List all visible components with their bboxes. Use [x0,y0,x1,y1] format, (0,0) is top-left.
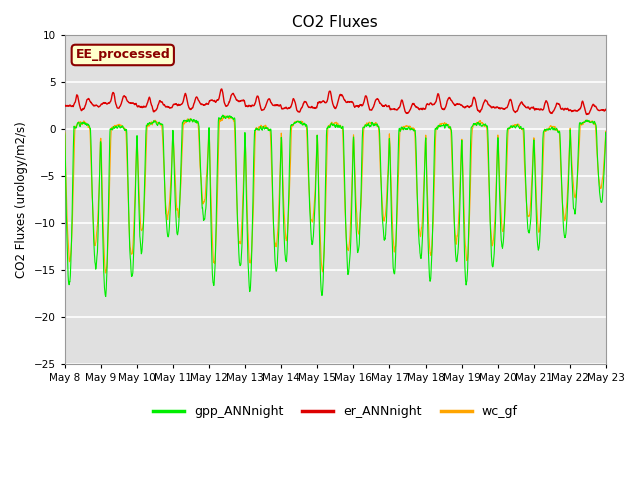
er_ANNnight [218,86,225,92]
wc_gf [570,186,577,192]
er_ANNnight [555,101,563,107]
er_ANNnight [570,108,577,113]
Legend: gpp_ANNnight, er_ANNnight, wc_gf: gpp_ANNnight, er_ANNnight, wc_gf [148,400,523,423]
gpp_ANNnight [555,130,563,136]
er_ANNnight [582,112,590,118]
wc_gf [493,158,501,164]
wc_gf [351,181,359,187]
wc_gf [602,131,610,136]
er_ANNnight [493,104,500,110]
wc_gf [212,241,220,247]
Y-axis label: CO2 Fluxes (urology/m2/s): CO2 Fluxes (urology/m2/s) [15,121,28,278]
gpp_ANNnight [212,237,220,243]
Title: CO2 Fluxes: CO2 Fluxes [292,15,378,30]
er_ANNnight [212,99,220,105]
er_ANNnight [61,102,68,108]
gpp_ANNnight [493,163,501,168]
gpp_ANNnight [602,132,610,138]
wc_gf [61,129,68,134]
Line: er_ANNnight: er_ANNnight [65,89,606,115]
er_ANNnight [602,107,610,112]
gpp_ANNnight [364,122,371,128]
Text: EE_processed: EE_processed [76,48,170,61]
er_ANNnight [363,95,371,100]
gpp_ANNnight [61,130,68,136]
wc_gf [555,128,563,134]
gpp_ANNnight [219,112,227,118]
wc_gf [364,120,371,126]
Line: wc_gf: wc_gf [65,116,606,273]
Line: gpp_ANNnight: gpp_ANNnight [65,115,606,297]
wc_gf [102,270,109,276]
er_ANNnight [351,104,359,109]
gpp_ANNnight [570,206,577,212]
gpp_ANNnight [351,199,359,204]
gpp_ANNnight [102,294,109,300]
wc_gf [221,113,228,119]
